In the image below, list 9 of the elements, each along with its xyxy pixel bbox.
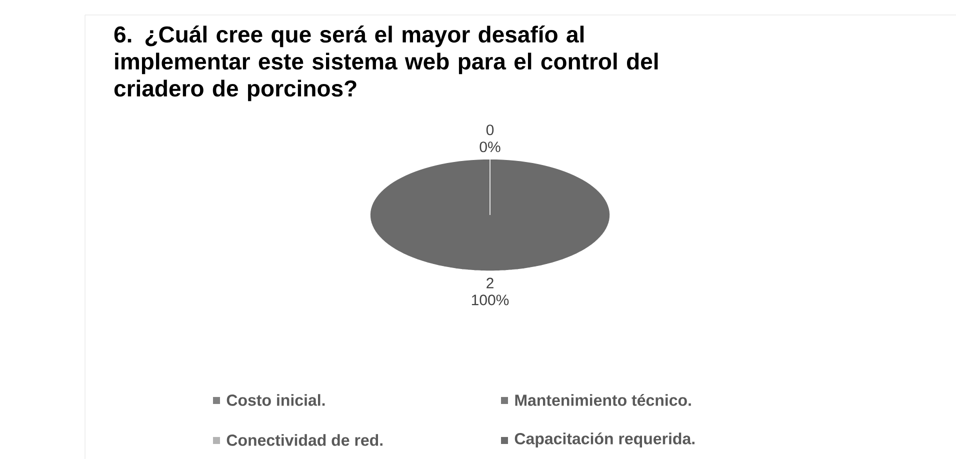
legend-label: Costo inicial. <box>226 394 325 406</box>
legend-label: Conectividad de red. <box>226 434 382 446</box>
text: 0% <box>480 142 500 152</box>
legend-label: Capacitación requerida. <box>514 432 694 448</box>
text: 100% <box>472 294 509 306</box>
data-label: 2 <box>486 278 494 288</box>
chart-title: 6. ¿Cuál cree que será el mayor desafío al implementar este sistema web para el control del criadero de porcinos? <box>114 26 658 102</box>
legend-label: Mantenimiento técnico. <box>515 394 691 406</box>
text: 0 <box>486 124 494 136</box>
